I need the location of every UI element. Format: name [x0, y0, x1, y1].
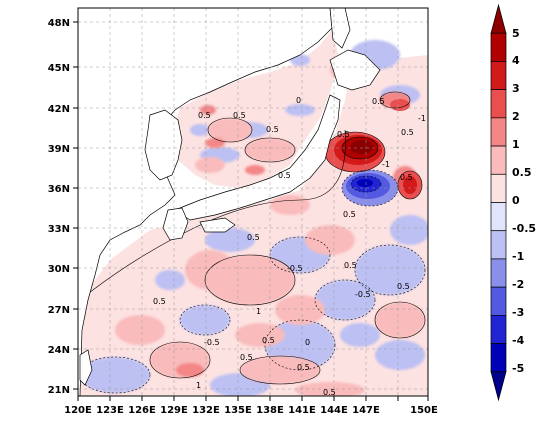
contour-label: 0.5 [247, 233, 260, 242]
contour-label: 0.5 [262, 336, 275, 345]
colorbar-swatch [490, 173, 507, 203]
colorbar-labels: 5 4 3 2 1 0.5 0 -0.5 -1 -2 -3 -4 -5 [512, 27, 536, 375]
contour-label: -1 [382, 160, 390, 169]
land [78, 8, 381, 396]
contour-label: 0.5 [343, 210, 356, 219]
colorbar-swatch [490, 202, 507, 232]
contour-label: 1 [256, 307, 261, 316]
colorbar-swatch [490, 3, 507, 34]
contour-label: 0.5 [337, 130, 350, 139]
lat-tick-label: 27N [48, 305, 70, 316]
hokkaido [329, 49, 381, 91]
lat-tick-label: 45N [48, 63, 70, 74]
dipole-core [325, 99, 422, 206]
lat-tick-label: 21N [48, 385, 70, 396]
contour-label: 0.5 [233, 111, 246, 120]
lon-tick-label: 129E [160, 405, 188, 416]
lat-tick-labels: 21N 24N 27N 30N 33N 36N 39N 42N 45N 48N [48, 18, 70, 396]
colorbar-swatch [490, 343, 507, 373]
contour-label: 0 [296, 96, 301, 105]
colorbar-swatch [490, 315, 507, 344]
colorbar-label: -5 [512, 362, 524, 375]
colorbar-label: 2 [512, 110, 520, 123]
lon-tick-label: 141E [288, 405, 316, 416]
contour-label: -1 [418, 114, 426, 123]
lon-tick-labels: 120E 123E 126E 129E 132E 135E 138E 141E … [64, 405, 438, 416]
lat-tick-label: 39N [48, 144, 70, 155]
colorbar-swatch [490, 258, 507, 288]
contour-label: 0.5 [400, 173, 413, 182]
colorbar-swatch [490, 286, 507, 316]
anomaly-field [79, 30, 428, 396]
contour-label: -0.5 [204, 338, 220, 347]
colorbar-label: 0 [512, 194, 520, 207]
axis-ticks [73, 21, 429, 401]
lon-tick-label: 138E [256, 405, 284, 416]
contour-label: 0.5 [372, 97, 385, 106]
colorbar-swatch [490, 32, 507, 62]
colorbar-swatch [490, 117, 507, 147]
honshu [174, 94, 341, 221]
taiwan [79, 349, 93, 386]
contour-label: 1 [196, 381, 201, 390]
colorbar-label: -2 [512, 278, 524, 291]
contour-label: -0.5 [355, 290, 371, 299]
contour-label: 0.5 [278, 171, 291, 180]
korean-peninsula [144, 109, 183, 181]
colorbar-label: -3 [512, 306, 524, 319]
colorbar-label: 0.5 [512, 166, 532, 179]
colorbar-label: 4 [512, 54, 520, 67]
colorbar-boxes [490, 3, 507, 402]
lon-tick-label: 126E [128, 405, 156, 416]
contour-label: 0.5 [344, 261, 357, 270]
colorbar: 5 4 3 2 1 0.5 0 -0.5 -1 -2 -3 -4 -5 [490, 3, 536, 402]
lon-tick-label: 144E [320, 405, 348, 416]
colorbar-label: -0.5 [512, 222, 536, 235]
plot-frame [77, 7, 429, 397]
contour-label: 0.5 [397, 282, 410, 291]
lat-tick-label: 30N [48, 264, 70, 275]
lon-tick-label: 150E [410, 405, 438, 416]
contour-label: 0.5 [266, 125, 279, 134]
contour-label: 0.5 [198, 111, 211, 120]
colorbar-label: 1 [512, 138, 520, 151]
contour-label: 0.5 [240, 353, 253, 362]
contour-label: 0.5 [323, 388, 336, 397]
lon-tick-label: 147E [352, 405, 380, 416]
lon-tick-label: 120E [64, 405, 92, 416]
colorbar-label: 3 [512, 82, 520, 95]
colorbar-label: -4 [512, 334, 525, 347]
positive-patches [115, 60, 425, 396]
lon-tick-label: 123E [96, 405, 124, 416]
lat-tick-label: 42N [48, 104, 70, 115]
colorbar-swatch [490, 89, 507, 119]
shikoku [199, 217, 236, 233]
colorbar-swatch [490, 61, 507, 90]
lat-tick-label: 33N [48, 224, 70, 235]
colorbar-swatch [490, 371, 507, 402]
contour-labels: 0.5 0.5 0.5 0 0.5 0.5 -1 0.5 0.5 -0.5 1 … [153, 96, 426, 397]
colorbar-swatch [490, 145, 507, 175]
contour-label: 0.5 [401, 128, 414, 137]
contour-label: 0.5 [153, 297, 166, 306]
colorbar-swatch [490, 230, 507, 260]
colorbar-label: -1 [512, 250, 524, 263]
lon-tick-label: 132E [192, 405, 220, 416]
lat-tick-label: 48N [48, 18, 70, 29]
contour-label: 0 [305, 338, 310, 347]
contour-label: 0.5 [297, 363, 310, 372]
colorbar-label: 5 [512, 27, 520, 40]
lon-tick-label: 135E [224, 405, 252, 416]
contour-label: -0.5 [287, 264, 303, 273]
gridlines [78, 8, 428, 396]
lat-tick-label: 24N [48, 345, 70, 356]
sakhalin [329, 8, 351, 49]
lat-tick-label: 36N [48, 184, 70, 195]
